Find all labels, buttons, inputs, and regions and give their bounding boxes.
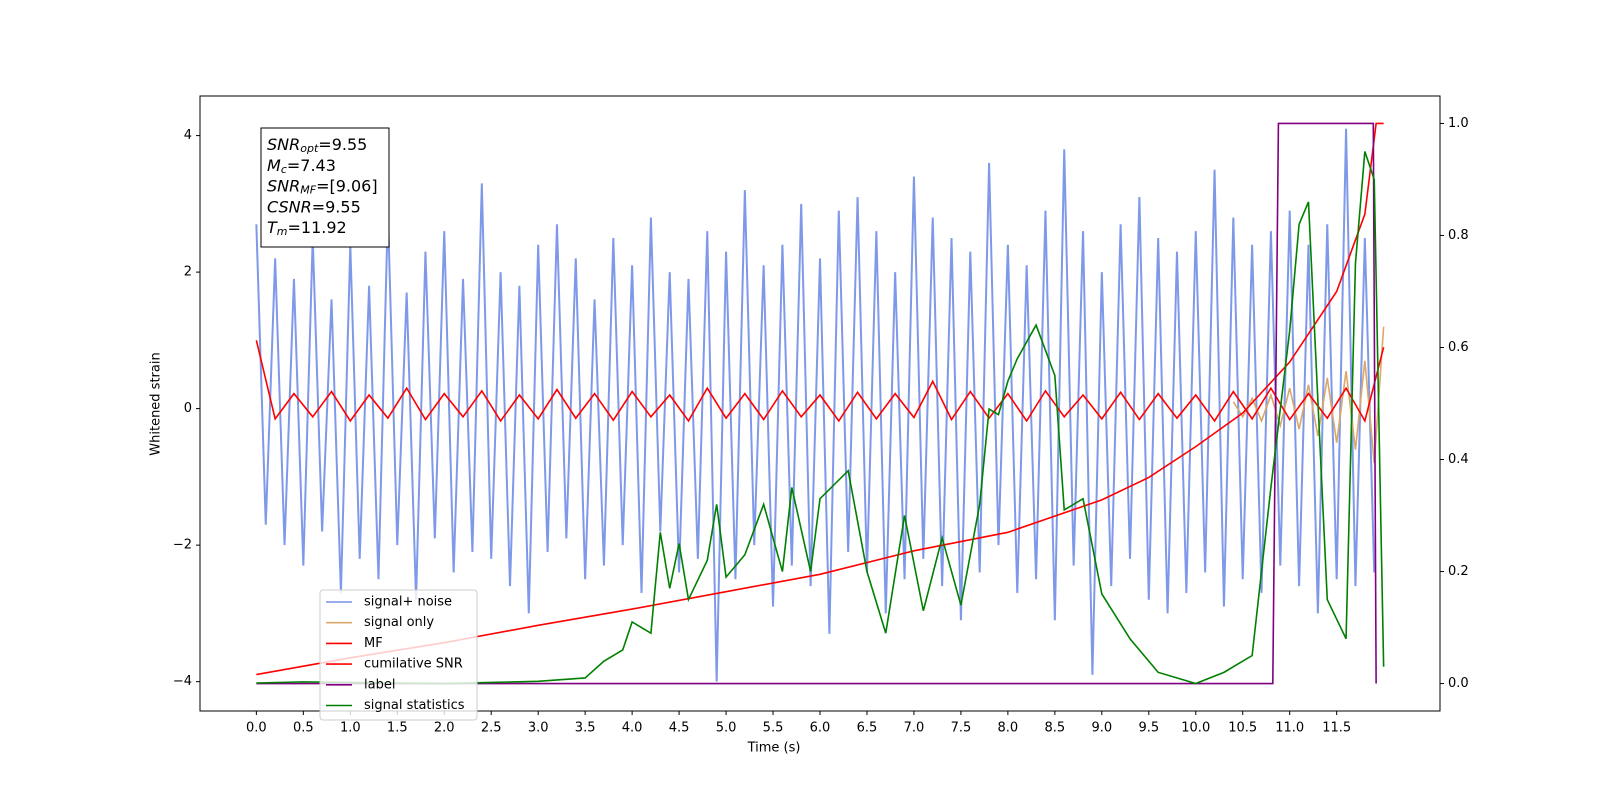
x-tick-label: 1.5 bbox=[387, 721, 408, 736]
x-tick-label: 10.5 bbox=[1228, 721, 1257, 736]
x-tick-label: 4.0 bbox=[622, 721, 643, 736]
annotation-value: =7.43 bbox=[287, 155, 336, 174]
annotation-symbol: SNR bbox=[267, 135, 300, 154]
x-tick-label: 9.5 bbox=[1138, 721, 1159, 736]
annotation-value: =[9.06] bbox=[316, 176, 378, 195]
y2-tick-label: 0.6 bbox=[1448, 340, 1469, 355]
x-tick-label: 4.5 bbox=[669, 721, 690, 736]
annotation: SNRopt=9.55 bbox=[267, 135, 367, 156]
annotation-subscript: m bbox=[277, 225, 288, 238]
annotation: Mc=7.43 bbox=[267, 155, 336, 176]
x-tick-label: 10.0 bbox=[1181, 721, 1210, 736]
annotation-subscript: MF bbox=[300, 184, 316, 197]
annotation-value: =11.92 bbox=[288, 218, 347, 237]
x-tick-label: 11.0 bbox=[1275, 721, 1304, 736]
annotation: CSNR=9.55 bbox=[267, 197, 361, 216]
annotation-subscript: opt bbox=[300, 142, 319, 155]
legend-label: signal statistics bbox=[364, 698, 465, 713]
annotation-symbol: CSNR bbox=[267, 197, 312, 216]
x-tick-label: 3.0 bbox=[528, 721, 549, 736]
x-tick-label: 6.5 bbox=[857, 721, 878, 736]
series-line bbox=[256, 122, 1384, 676]
y2-tick-label: 0.4 bbox=[1448, 452, 1469, 467]
legend-label: cumilative SNR bbox=[364, 657, 463, 672]
series-line bbox=[256, 122, 1377, 685]
x-tick-label: 7.0 bbox=[904, 721, 925, 736]
legend-label: signal+ noise bbox=[364, 595, 452, 610]
x-tick-label: 8.5 bbox=[1045, 721, 1066, 736]
y2-tick-label: 1.0 bbox=[1448, 116, 1469, 131]
annotation-value: =9.55 bbox=[318, 135, 367, 154]
x-tick-label: 7.5 bbox=[951, 721, 972, 736]
y2-tick-label: 0.2 bbox=[1448, 564, 1469, 579]
x-tick-label: 5.0 bbox=[716, 721, 737, 736]
x-tick-label: 0.5 bbox=[293, 721, 314, 736]
annotation-symbol: M bbox=[267, 155, 281, 174]
x-tick-label: 2.5 bbox=[481, 721, 502, 736]
annotation: Tm=11.92 bbox=[267, 218, 347, 239]
legend-label: label bbox=[364, 677, 395, 692]
x-tick-label: 0.0 bbox=[246, 721, 267, 736]
x-tick-label: 6.0 bbox=[810, 721, 831, 736]
y-tick-label: 2 bbox=[184, 265, 192, 280]
annotation-value: =9.55 bbox=[312, 197, 361, 216]
series-line bbox=[1232, 326, 1385, 464]
plot-frame bbox=[199, 95, 1441, 712]
x-tick-label: 2.0 bbox=[434, 721, 455, 736]
y2-tick-label: 0.0 bbox=[1448, 676, 1469, 691]
annotation-symbol: SNR bbox=[267, 176, 300, 195]
legend-label: MF bbox=[364, 636, 383, 651]
y-axis-label: Whitened strain bbox=[149, 352, 164, 455]
x-tick-label: 11.5 bbox=[1322, 721, 1351, 736]
y2-tick-label: 0.8 bbox=[1448, 228, 1469, 243]
series-line bbox=[255, 128, 1376, 682]
y-tick-label: −4 bbox=[173, 674, 192, 689]
legend-label: signal only bbox=[364, 615, 434, 630]
series-line bbox=[255, 340, 1385, 424]
y-tick-label: −2 bbox=[173, 538, 192, 553]
series-line bbox=[256, 151, 1385, 685]
y-tick-label: 4 bbox=[184, 128, 192, 143]
x-tick-label: 8.0 bbox=[998, 721, 1019, 736]
x-axis-label: Time (s) bbox=[747, 741, 801, 756]
x-tick-label: 5.5 bbox=[763, 721, 784, 736]
x-tick-label: 1.0 bbox=[340, 721, 361, 736]
x-tick-label: 3.5 bbox=[575, 721, 596, 736]
annotation-subscript: c bbox=[281, 163, 287, 176]
legend-box bbox=[319, 589, 478, 721]
annotation: SNRMF=[9.06] bbox=[267, 176, 378, 197]
annotation-box bbox=[260, 127, 390, 248]
annotation-symbol: T bbox=[267, 218, 278, 237]
x-tick-label: 9.0 bbox=[1091, 721, 1112, 736]
y-tick-label: 0 bbox=[184, 401, 192, 416]
